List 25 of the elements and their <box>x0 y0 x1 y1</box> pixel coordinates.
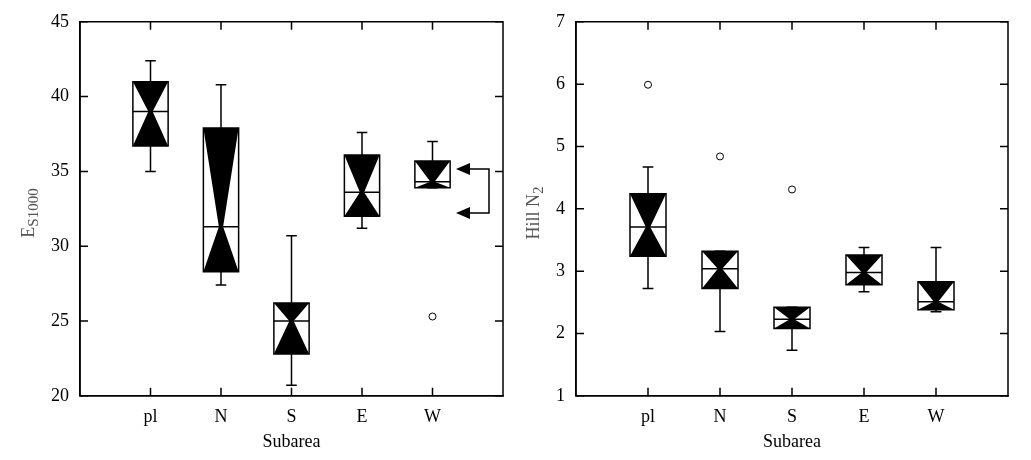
y-tick-label: 5 <box>556 135 565 156</box>
x-tick-label: W <box>927 406 945 427</box>
y-tick-label: 25 <box>51 309 69 330</box>
x-tick-label: S <box>786 406 798 427</box>
y-tick-label: 20 <box>51 384 69 405</box>
y-tick-label: 4 <box>556 197 565 218</box>
x-tick-label: E <box>858 406 870 427</box>
y-tick-label: 6 <box>556 72 565 93</box>
x-axis-title: Subarea <box>262 430 321 451</box>
y-tick-label: 7 <box>556 10 565 31</box>
x-tick-label: N <box>713 406 727 427</box>
y-tick-label: 30 <box>51 234 69 255</box>
y-tick-label: 3 <box>556 259 565 280</box>
y-tick-label: 2 <box>556 322 565 343</box>
y-tick-label: 35 <box>51 160 69 181</box>
x-tick-label: S <box>286 406 297 427</box>
x-axis-title: Subarea <box>763 430 821 451</box>
y-tick-label: 40 <box>51 85 69 106</box>
x-tick-label: pl <box>640 406 656 427</box>
x-tick-label: W <box>424 406 441 427</box>
y-tick-label: 1 <box>556 384 565 405</box>
x-tick-label: E <box>356 406 368 427</box>
x-tick-label: pl <box>143 406 158 427</box>
y-tick-label: 45 <box>51 10 69 31</box>
x-tick-label: N <box>214 406 228 427</box>
